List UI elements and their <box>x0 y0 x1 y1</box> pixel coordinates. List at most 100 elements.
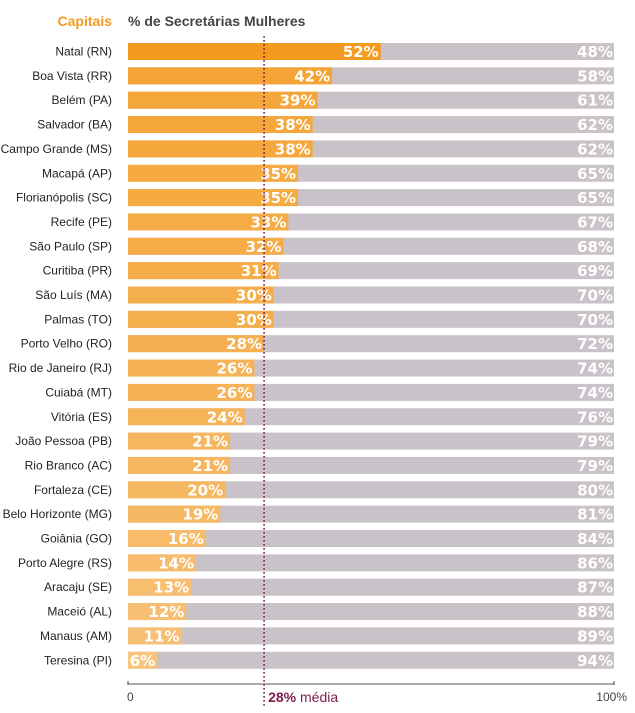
bar-women <box>128 408 245 426</box>
category-label: Teresina (PI) <box>44 653 112 667</box>
category-label: Cuiabá (MT) <box>45 385 112 399</box>
bar-men <box>128 408 614 426</box>
value-label-women: 16% <box>168 530 204 548</box>
value-label-men: 70% <box>577 311 613 329</box>
value-label-women: 12% <box>148 603 184 621</box>
value-label-women: 21% <box>192 457 228 475</box>
bar-women <box>128 116 313 134</box>
bar-row: Natal (RN) 52% 48% <box>55 43 614 61</box>
bar-row: Palmas (TO) 30% 70% <box>44 310 614 329</box>
value-label-men: 89% <box>577 627 613 645</box>
value-label-men: 65% <box>577 189 613 207</box>
bar-men <box>128 432 614 450</box>
bar-row: Florianópolis (SC) 35% 65% <box>16 189 614 207</box>
value-label-women: 33% <box>250 213 286 231</box>
value-label-women: 52% <box>343 43 379 61</box>
value-label-women: 6% <box>130 652 155 670</box>
bar-row: Cuiabá (MT) 26% 74% <box>45 383 614 402</box>
bar-row: São Paulo (SP) 32% 68% <box>29 237 614 256</box>
category-label: São Luís (MA) <box>35 288 112 302</box>
value-label-women: 11% <box>144 627 180 645</box>
bar-men <box>128 505 614 523</box>
bar-row: Fortaleza (CE) 20% 80% <box>34 481 614 499</box>
bar-women <box>128 481 226 499</box>
bar-row: Belo Horizonte (MG) 19% 81% <box>3 505 614 524</box>
value-label-women: 14% <box>158 554 194 572</box>
value-label-women: 24% <box>207 408 243 426</box>
bar-women <box>128 286 274 304</box>
value-label-men: 76% <box>577 408 613 426</box>
bar-women <box>128 237 284 255</box>
bar-women <box>128 43 381 60</box>
bar-women <box>128 164 299 182</box>
bar-row: Aracaju (SE) 13% 87% <box>44 578 614 597</box>
value-label-women: 13% <box>153 579 189 597</box>
bar-men <box>128 603 614 621</box>
category-label: Florianópolis (SC) <box>16 191 112 205</box>
category-label: Aracaju (SE) <box>44 580 112 594</box>
value-label-men: 62% <box>577 140 613 158</box>
mean-text: média <box>296 689 338 705</box>
value-label-men: 70% <box>577 287 613 305</box>
value-label-women: 35% <box>260 165 296 183</box>
value-label-men: 79% <box>577 433 613 451</box>
category-label: Porto Alegre (RS) <box>18 556 112 570</box>
bar-row: Manaus (AM) 11% 89% <box>40 627 614 645</box>
value-label-women: 21% <box>192 433 228 451</box>
bar-women <box>128 335 265 353</box>
value-label-men: 74% <box>577 360 613 378</box>
bar-men <box>128 554 614 572</box>
value-label-men: 62% <box>577 116 613 134</box>
bar-women <box>128 603 187 621</box>
bar-row: Boa Vista (RR) 42% 58% <box>32 67 614 85</box>
category-label: Porto Velho (RO) <box>21 337 112 351</box>
mean-reference: 28% média <box>263 36 338 708</box>
bar-women <box>128 578 192 596</box>
bar-women <box>128 432 231 450</box>
category-label: Natal (RN) <box>55 45 112 59</box>
bar-women <box>128 213 289 231</box>
bar-women <box>128 310 274 328</box>
value-label-women: 28% <box>226 335 262 353</box>
value-label-men: 58% <box>577 67 613 85</box>
value-label-women: 31% <box>241 262 277 280</box>
bar-men <box>128 481 614 499</box>
bar-women <box>128 651 158 669</box>
tick-label: 100% <box>596 690 627 704</box>
value-label-women: 42% <box>294 67 330 85</box>
category-label: Rio Branco (AC) <box>25 458 112 472</box>
category-label: Palmas (TO) <box>44 312 112 326</box>
bar-row: Curitiba (PR) 31% 69% <box>43 262 614 280</box>
bar-men <box>128 456 614 474</box>
bar-row: Porto Alegre (RS) 14% 86% <box>18 554 614 572</box>
value-label-men: 74% <box>577 384 613 402</box>
category-label: Belo Horizonte (MG) <box>3 507 112 521</box>
category-label: Campo Grande (MS) <box>1 142 112 156</box>
category-label: Goiânia (GO) <box>41 532 112 546</box>
value-label-women: 32% <box>246 238 282 256</box>
bar-women <box>128 505 221 523</box>
value-label-men: 68% <box>577 238 613 256</box>
bar-row: Recife (PE) 33% 67% <box>51 213 614 231</box>
category-label: João Pessoa (PB) <box>15 434 112 448</box>
value-label-men: 79% <box>577 457 613 475</box>
bar-women <box>128 262 279 280</box>
tick-label: 0 <box>127 690 134 704</box>
category-label: Macapá (AP) <box>42 166 112 180</box>
bar-women <box>128 67 333 85</box>
value-label-women: 20% <box>187 481 223 499</box>
bar-row: Teresina (PI) 6% 94% <box>44 651 614 670</box>
value-label-women: 19% <box>182 506 218 524</box>
value-label-women: 26% <box>216 360 252 378</box>
value-label-men: 65% <box>577 165 613 183</box>
bar-men <box>128 530 614 547</box>
x-axis: 0 100% <box>127 681 627 704</box>
value-label-women: 39% <box>280 92 316 110</box>
bar-women <box>128 359 255 377</box>
bar-row: São Luís (MA) 30% 70% <box>35 286 614 305</box>
value-label-men: 86% <box>577 554 613 572</box>
chart-title: % de Secretárias Mulheres <box>128 13 306 29</box>
bar-men <box>128 578 614 596</box>
bar-women <box>128 140 313 158</box>
bar-row: João Pessoa (PB) 21% 79% <box>15 432 614 451</box>
